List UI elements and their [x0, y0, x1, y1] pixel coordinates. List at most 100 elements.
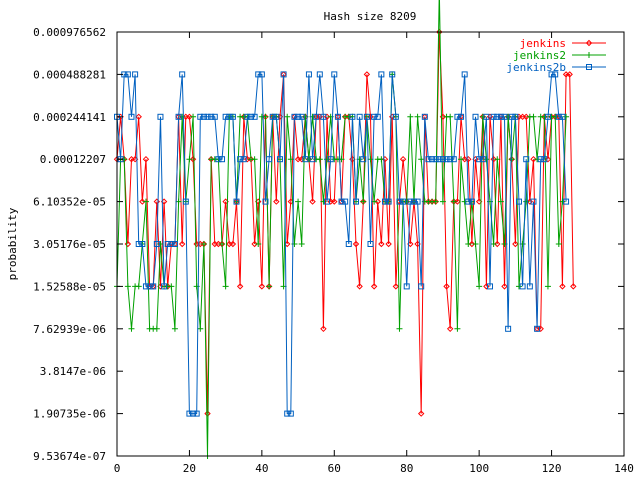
- data-point-jenkins: [352, 240, 360, 248]
- data-point-jenkins2b: [305, 71, 312, 78]
- data-point-jenkins2: [190, 113, 197, 120]
- data-point-jenkins2b: [327, 156, 334, 163]
- data-point-jenkins2b: [284, 410, 291, 417]
- x-tick-label: 0: [114, 462, 121, 475]
- data-point-jenkins2: [179, 113, 186, 120]
- data-point-jenkins2b: [450, 156, 457, 163]
- y-tick-label: 9.53674e-07: [33, 450, 106, 463]
- data-point-jenkins: [523, 113, 530, 121]
- data-point-jenkins2b: [273, 113, 280, 120]
- data-point-jenkins2b: [559, 113, 566, 120]
- legend-label-jenkins2: jenkins2: [513, 49, 566, 62]
- data-point-jenkins: [331, 198, 338, 205]
- data-point-jenkins2b: [302, 156, 309, 163]
- data-point-jenkins2: [461, 198, 468, 205]
- series-jenkins: [113, 28, 577, 417]
- data-point-jenkins2b: [363, 113, 370, 120]
- data-point-jenkins2: [483, 156, 490, 163]
- data-point-jenkins2: [255, 241, 262, 247]
- data-point-jenkins: [392, 283, 400, 290]
- data-point-jenkins: [236, 283, 244, 290]
- legend-marker-jenkins2: [586, 52, 592, 58]
- data-point-jenkins2: [458, 156, 465, 163]
- data-point-jenkins: [370, 283, 378, 290]
- axes: 0.000976562 0.000488281 0.000244141 0.00012…: [33, 26, 634, 475]
- data-point-jenkins: [417, 410, 425, 417]
- data-point-jenkins2: [552, 113, 559, 120]
- data-point-jenkins2b: [309, 156, 316, 163]
- data-point-jenkins2b: [338, 198, 345, 205]
- y-tick-label: 1.52588e-05: [33, 280, 106, 293]
- data-point-jenkins: [258, 283, 266, 290]
- data-point-jenkins2: [508, 156, 515, 163]
- data-point-jenkins2: [222, 283, 229, 290]
- data-point-jenkins2b: [367, 240, 374, 247]
- chart-title: Hash size 8209: [324, 10, 417, 23]
- data-point-jenkins: [309, 198, 316, 205]
- data-point-jenkins2b: [150, 283, 157, 290]
- data-point-jenkins2b: [483, 113, 490, 120]
- data-point-jenkins: [501, 283, 508, 290]
- data-point-jenkins2b: [229, 113, 236, 120]
- data-point-jenkins2: [515, 283, 522, 290]
- data-point-jenkins2b: [472, 113, 479, 120]
- data-point-jenkins2b: [208, 113, 215, 120]
- data-point-jenkins2: [284, 113, 291, 120]
- data-point-jenkins2b: [280, 71, 287, 78]
- data-point-jenkins2b: [324, 198, 331, 205]
- y-axis-label: probability: [6, 207, 19, 280]
- data-point-jenkins2: [447, 113, 454, 120]
- data-point-jenkins2b: [447, 156, 454, 163]
- data-point-jenkins2b: [219, 156, 226, 163]
- x-tick-label: 100: [469, 462, 489, 475]
- data-point-jenkins2b: [439, 156, 446, 163]
- data-point-jenkins2b: [146, 283, 153, 290]
- data-point-jenkins2b: [418, 283, 425, 290]
- data-point-jenkins2b: [385, 198, 392, 205]
- x-tick-label: 40: [255, 462, 268, 475]
- data-point-jenkins: [537, 325, 544, 333]
- data-point-jenkins2b: [161, 283, 168, 290]
- data-point-jenkins2b: [193, 410, 200, 417]
- data-point-jenkins2: [168, 283, 175, 290]
- data-point-jenkins: [363, 71, 371, 78]
- data-point-jenkins2: [544, 283, 551, 290]
- data-point-jenkins2b: [508, 113, 515, 120]
- data-point-jenkins2b: [396, 198, 403, 205]
- data-point-jenkins: [251, 240, 258, 248]
- x-tick-label: 120: [542, 462, 562, 475]
- data-point-jenkins2b: [515, 198, 522, 205]
- data-point-jenkins2: [305, 156, 312, 163]
- data-point-jenkins2b: [544, 113, 551, 120]
- data-point-jenkins: [229, 240, 237, 248]
- data-point-jenkins2: [497, 198, 504, 205]
- data-point-jenkins2: [432, 198, 439, 205]
- data-point-jenkins: [374, 198, 381, 205]
- data-point-jenkins2b: [276, 156, 283, 163]
- data-point-jenkins2b: [291, 113, 298, 120]
- data-point-jenkins: [399, 155, 407, 163]
- data-point-jenkins: [443, 283, 450, 290]
- data-point-jenkins2b: [512, 113, 519, 120]
- y-tick-label: 0.000244141: [33, 111, 106, 124]
- data-point-jenkins2b: [465, 198, 472, 205]
- x-tick-label: 20: [183, 462, 196, 475]
- data-point-jenkins2b: [269, 113, 276, 120]
- data-point-jenkins2b: [548, 71, 555, 78]
- y-tick-label: 3.8147e-06: [40, 365, 106, 378]
- data-point-jenkins: [316, 113, 324, 121]
- data-point-jenkins2b: [534, 325, 541, 332]
- data-point-jenkins2b: [407, 198, 414, 205]
- y-tick-label: 0.000976562: [33, 26, 106, 39]
- data-point-jenkins: [273, 198, 280, 205]
- data-point-jenkins: [544, 155, 552, 163]
- data-point-jenkins2b: [476, 156, 483, 163]
- data-point-jenkins2b: [124, 71, 131, 78]
- data-point-jenkins2b: [222, 113, 229, 120]
- data-point-jenkins2b: [392, 113, 399, 120]
- legend-marker-jenkins2b: [586, 64, 592, 70]
- data-point-jenkins2b: [552, 71, 559, 78]
- data-point-jenkins2b: [468, 198, 475, 205]
- data-point-jenkins2b: [168, 240, 175, 247]
- data-point-jenkins2: [555, 241, 562, 247]
